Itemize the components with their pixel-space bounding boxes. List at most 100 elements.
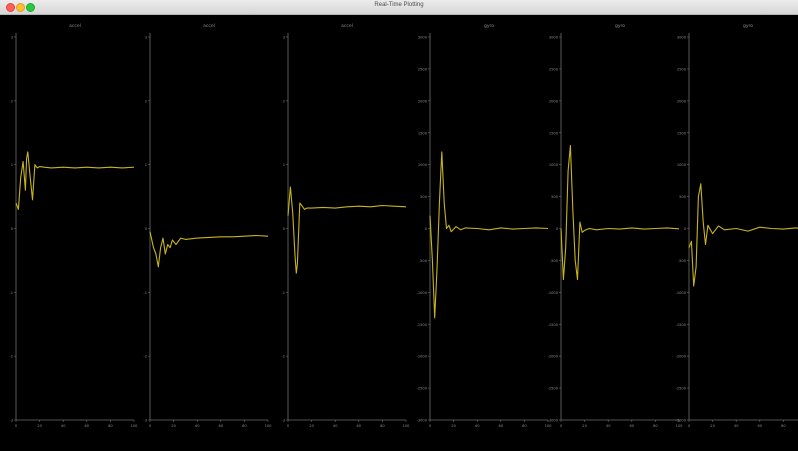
minimize-window-button[interactable] xyxy=(16,3,25,12)
y-tick-label: -2500 xyxy=(548,387,559,391)
y-tick-label: 1500 xyxy=(549,131,559,135)
close-window-button[interactable] xyxy=(6,3,15,12)
x-tick-label: 100 xyxy=(545,424,553,428)
y-tick-label: -2 xyxy=(281,355,285,359)
y-tick-label: -3000 xyxy=(548,419,559,423)
y-tick-label: -2 xyxy=(143,355,147,359)
x-tick-label: 100 xyxy=(676,424,684,428)
x-tick-label: 40 xyxy=(333,424,338,428)
x-tick-label: 20 xyxy=(710,424,715,428)
series-line xyxy=(15,151,135,210)
plot-area: accel -3 -2 -1 0 1 2 3 0 20 40 60 80 100 accel -3 -2 -1 0 1… xyxy=(0,15,798,446)
x-tick-label: 80 xyxy=(653,424,658,428)
y-tick-label: 2500 xyxy=(677,67,687,71)
y-tick-label: 3000 xyxy=(677,36,687,40)
x-tick-label: 60 xyxy=(499,424,504,428)
y-tick-label: -1500 xyxy=(548,323,559,327)
y-tick-label: -3 xyxy=(143,419,147,423)
y-tick-label: 2000 xyxy=(549,99,559,103)
y-tick-label: 0 xyxy=(684,227,687,231)
y-tick-label: 0 xyxy=(11,227,14,231)
y-tick-label: 2000 xyxy=(418,99,428,103)
y-tick-label: -3000 xyxy=(417,419,428,423)
x-tick-label: 80 xyxy=(108,424,113,428)
subplot-title: gyro xyxy=(484,23,494,29)
y-tick-label: -2 xyxy=(9,355,13,359)
y-tick-label: -2500 xyxy=(676,387,687,391)
y-tick-label: 1 xyxy=(283,163,285,167)
x-tick-label: 40 xyxy=(606,424,611,428)
y-tick-label: -1 xyxy=(143,291,147,295)
series-line xyxy=(688,183,798,287)
x-tick-label: 40 xyxy=(734,424,739,428)
x-tick-label: 40 xyxy=(61,424,66,428)
y-tick-label: -1500 xyxy=(417,323,428,327)
series-line xyxy=(429,151,549,319)
x-tick-label: 40 xyxy=(475,424,480,428)
y-tick-label: 500 xyxy=(551,195,559,199)
y-tick-label: 0 xyxy=(283,227,286,231)
x-tick-label: 60 xyxy=(85,424,90,428)
y-tick-label: 1000 xyxy=(418,163,428,167)
y-tick-label: 1500 xyxy=(677,131,687,135)
y-tick-label: -2000 xyxy=(548,355,559,359)
x-tick-label: 100 xyxy=(403,424,411,428)
y-tick-label: 0 xyxy=(425,227,428,231)
subplot-title: accel xyxy=(341,23,353,29)
y-tick-label: 2500 xyxy=(549,67,559,71)
y-tick-label: 500 xyxy=(420,195,428,199)
subplot-title: accel xyxy=(203,23,215,29)
y-tick-label: 2500 xyxy=(418,67,428,71)
series-line xyxy=(149,231,269,268)
y-tick-label: -2000 xyxy=(676,355,687,359)
y-tick-label: 2000 xyxy=(677,99,687,103)
y-tick-label: -1500 xyxy=(676,323,687,327)
y-tick-label: 2 xyxy=(283,99,285,103)
y-tick-label: -1000 xyxy=(417,291,428,295)
y-tick-label: 500 xyxy=(679,195,687,199)
x-tick-label: 60 xyxy=(219,424,224,428)
title-bar: Real-Time Plotting xyxy=(0,0,798,15)
x-tick-label: 0 xyxy=(688,424,691,428)
x-tick-label: 80 xyxy=(781,424,786,428)
y-tick-label: 3 xyxy=(11,36,13,40)
x-tick-label: 0 xyxy=(149,424,152,428)
x-tick-label: 60 xyxy=(630,424,635,428)
series-line xyxy=(287,186,407,274)
y-tick-label: 1000 xyxy=(549,163,559,167)
y-tick-label: -3 xyxy=(9,419,13,423)
y-tick-label: 3 xyxy=(283,36,285,40)
y-tick-label: 1 xyxy=(11,163,13,167)
x-tick-label: 60 xyxy=(357,424,362,428)
y-tick-label: 1000 xyxy=(677,163,687,167)
y-tick-label: -1 xyxy=(9,291,13,295)
x-tick-label: 0 xyxy=(287,424,290,428)
y-tick-label: -500 xyxy=(678,259,687,263)
subplot-title: gyro xyxy=(743,23,753,29)
y-tick-label: 0 xyxy=(145,227,148,231)
x-tick-label: 0 xyxy=(15,424,18,428)
y-tick-label: 3000 xyxy=(418,36,428,40)
y-tick-label: 3000 xyxy=(549,36,559,40)
y-tick-label: -500 xyxy=(550,259,559,263)
series-line xyxy=(560,144,680,281)
x-tick-label: 60 xyxy=(758,424,763,428)
x-tick-label: 80 xyxy=(380,424,385,428)
y-tick-label: 2 xyxy=(145,99,147,103)
y-tick-label: -2000 xyxy=(417,355,428,359)
y-tick-label: -1 xyxy=(281,291,285,295)
x-tick-label: 20 xyxy=(309,424,314,428)
window-title: Real-Time Plotting xyxy=(374,2,424,8)
y-tick-label: -1000 xyxy=(676,291,687,295)
y-tick-label: -500 xyxy=(419,259,428,263)
y-tick-label: 1 xyxy=(145,163,147,167)
y-tick-label: -2500 xyxy=(417,387,428,391)
x-tick-label: 40 xyxy=(195,424,200,428)
x-tick-label: 0 xyxy=(560,424,563,428)
x-tick-label: 20 xyxy=(37,424,42,428)
zoom-window-button[interactable] xyxy=(26,3,35,12)
x-tick-label: 0 xyxy=(429,424,432,428)
y-tick-label: 0 xyxy=(556,227,559,231)
